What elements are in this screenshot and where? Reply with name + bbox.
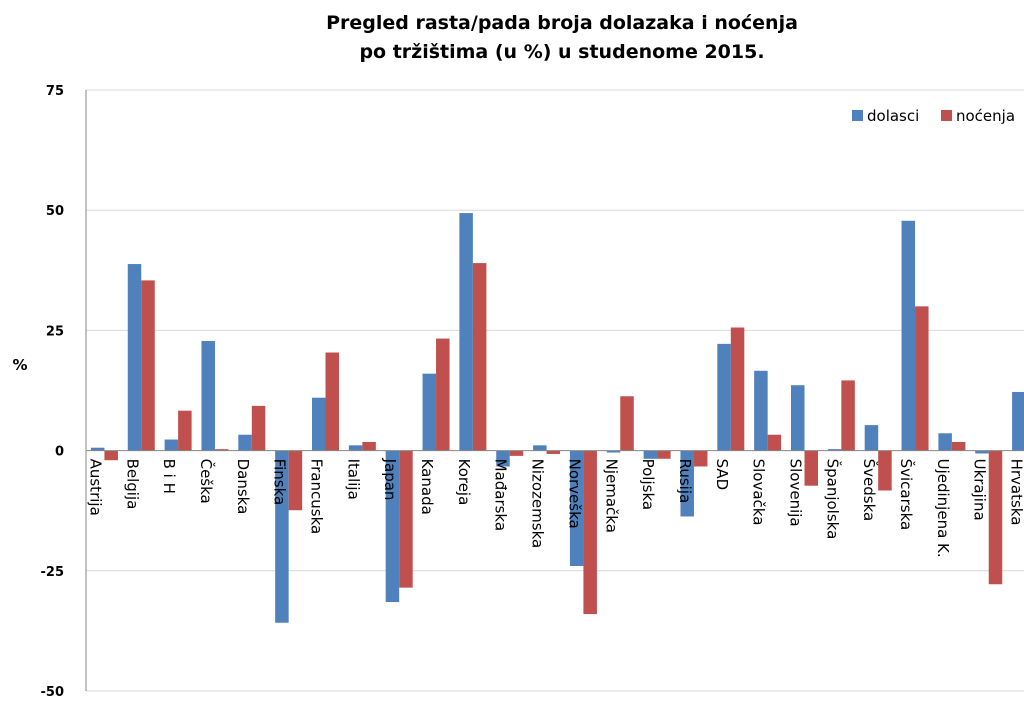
- bar-dolasci-Hrvatska: [1012, 391, 1024, 451]
- category-label: Kanada: [418, 459, 436, 515]
- y-tick-label: -50: [41, 685, 65, 700]
- category-label: SAD: [713, 459, 731, 491]
- bar-noćenja-B i H: [178, 410, 192, 451]
- bar-noćenja-Rusija: [693, 450, 708, 467]
- bar-noćenja-Ukrajina: [988, 450, 1003, 585]
- bar-dolasci-Švicarska: [901, 220, 916, 451]
- gridlines: [86, 89, 1024, 692]
- bar-noćenja-Češka: [214, 449, 229, 451]
- bar-noćenja-Švedska: [878, 450, 892, 491]
- category-label: Švicarska: [897, 459, 916, 531]
- category-label: Japan: [381, 458, 399, 501]
- bar-dolasci-Danska: [238, 434, 252, 451]
- y-tick-label: 0: [55, 445, 64, 460]
- bar-dolasci-SAD: [717, 343, 731, 451]
- category-label: Koreja: [455, 459, 473, 506]
- category-label: Slovačka: [750, 459, 768, 526]
- category-label: Norveška: [565, 459, 583, 529]
- bar-noćenja-Finska: [288, 450, 303, 511]
- category-label: Italija: [344, 459, 362, 500]
- bar-dolasci-Španjolska: [827, 449, 842, 451]
- category-label: Ukrajina: [971, 459, 989, 521]
- bar-dolasci-Slovenija: [791, 385, 805, 451]
- bar-noćenja-Njemačka: [620, 396, 634, 451]
- bar-noćenja-Norveška: [583, 450, 597, 615]
- chart-title-line-1: Pregled rasta/pada broja dolazaka i noće…: [326, 12, 798, 34]
- legend-swatch-dolasci: [852, 110, 863, 121]
- bar-dolasci-Švedska: [864, 425, 879, 451]
- bar-noćenja-Japan: [399, 450, 413, 588]
- bar-dolasci-Japan: [385, 450, 400, 603]
- category-label: Španjolska: [823, 459, 842, 540]
- bar-dolasci-Belgija: [127, 264, 142, 451]
- bar-dolasci-Ujedinjena K.: [938, 433, 952, 451]
- category-label: Poljska: [639, 459, 657, 510]
- category-label: Slovenija: [787, 459, 805, 527]
- y-axis-label: %: [12, 356, 27, 374]
- bar-noćenja-Kanada: [436, 338, 450, 451]
- category-label: Nizozemska: [529, 459, 547, 549]
- legend: dolasci noćenja: [852, 107, 1015, 125]
- y-axis-tick-labels: 75 50 25 0 -25 -50: [41, 84, 65, 700]
- bar-noćenja-Švicarska: [915, 306, 929, 451]
- y-tick-label: 50: [46, 204, 64, 219]
- bar-noćenja-Austrija: [104, 450, 118, 461]
- category-label: Rusija: [676, 459, 694, 504]
- bar-dolasci-Njemačka: [606, 450, 621, 453]
- bar-noćenja-Poljska: [657, 450, 671, 459]
- category-label: Švedska: [860, 459, 879, 522]
- bar-dolasci-Rusija: [680, 450, 694, 517]
- category-labels: Austrija Belgija B i H Češka Danska Finska Fra…: [86, 458, 1024, 558]
- y-tick-label: 75: [46, 84, 64, 99]
- y-tick-label: -25: [41, 565, 65, 580]
- category-label: B i H: [160, 459, 178, 494]
- legend-label: dolasci: [867, 107, 919, 125]
- bar-dolasci-Koreja: [459, 213, 473, 451]
- category-label: Austrija: [86, 459, 104, 516]
- category-label: Mađarska: [492, 459, 510, 531]
- category-label: Češka: [197, 459, 216, 504]
- bars: [90, 213, 1024, 623]
- category-label: Finska: [271, 459, 289, 506]
- bar-dolasci-Češka: [201, 340, 215, 451]
- bar-dolasci-Mađarska: [496, 450, 510, 467]
- y-tick-label: 25: [46, 324, 64, 339]
- bar-noćenja-Danska: [251, 405, 266, 451]
- bar-dolasci-Slovačka: [754, 370, 768, 451]
- bar-dolasci-B i H: [164, 439, 179, 451]
- bar-dolasci-Poljska: [643, 450, 658, 459]
- category-label: Ujedinjena K.: [934, 459, 952, 558]
- bar-noćenja-Slovenija: [804, 450, 818, 486]
- category-label: Francuska: [308, 459, 326, 535]
- bar-noćenja-Francuska: [325, 352, 339, 451]
- bar-noćenja-SAD: [730, 327, 745, 451]
- bar-dolasci-Ukrajina: [975, 450, 989, 454]
- bar-dolasci-Norveška: [569, 450, 584, 566]
- bar-dolasci-Italija: [348, 445, 363, 451]
- category-label: Njemačka: [602, 459, 620, 533]
- bar-noćenja-Ujedinjena K.: [951, 441, 966, 451]
- bar-noćenja-Italija: [362, 441, 376, 451]
- category-label: Belgija: [123, 459, 141, 510]
- bar-dolasci-Kanada: [422, 373, 437, 451]
- bar-dolasci-Finska: [275, 450, 289, 623]
- chart-title-line-2: po tržištima (u %) u studenome 2015.: [359, 41, 764, 63]
- legend-label: noćenja: [956, 107, 1015, 125]
- legend-swatch-noćenja: [941, 110, 952, 121]
- bar-dolasci-Nizozemska: [533, 445, 547, 451]
- bar-noćenja-Nizozemska: [546, 450, 561, 454]
- bar-noćenja-Belgija: [141, 280, 155, 451]
- bar-noćenja-Mađarska: [509, 450, 524, 456]
- bar-noćenja-Španjolska: [841, 380, 855, 451]
- bar-dolasci-Francuska: [312, 397, 326, 451]
- bar-noćenja-Koreja: [472, 263, 487, 451]
- category-label: Danska: [234, 459, 252, 515]
- bar-noćenja-Slovačka: [767, 434, 782, 451]
- bar-dolasci-Austrija: [90, 447, 105, 451]
- category-label: Hrvatska: [1008, 459, 1024, 526]
